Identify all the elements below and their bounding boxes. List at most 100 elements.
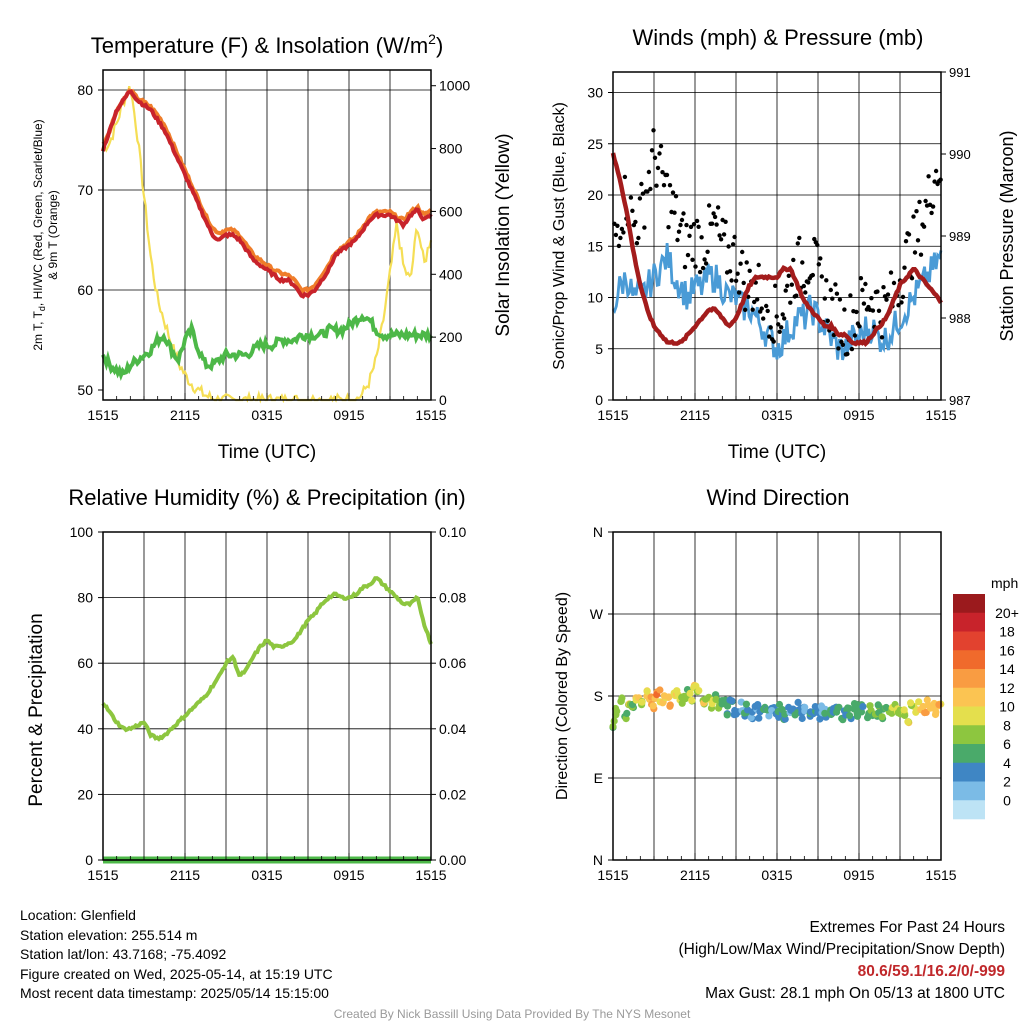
gust-point	[642, 225, 647, 230]
gust-point	[779, 325, 784, 330]
gust-point	[929, 210, 934, 216]
direction-point	[765, 712, 773, 720]
extremes-values: 80.6/59.1/16.2/0/-999	[857, 963, 1005, 980]
gust-point	[628, 195, 634, 200]
direction-xtick-label: 0915	[843, 867, 874, 883]
gust-point	[636, 235, 641, 241]
gust-point	[794, 293, 799, 298]
gust-point	[764, 303, 769, 309]
pressure-ytick-label: 987	[949, 393, 971, 408]
precip-ytick-label: 0.02	[439, 786, 466, 802]
gust-point	[833, 282, 838, 287]
gust-point	[783, 288, 788, 293]
gust-point	[902, 265, 907, 270]
humidity-xtick-label: 0915	[333, 867, 364, 883]
colorbar-label: 4	[1003, 755, 1011, 771]
gust-point	[714, 222, 719, 227]
colorbar-label: 0	[1003, 792, 1011, 808]
winds-xtick-label: 1515	[925, 407, 956, 423]
winds-xtick-label: 1515	[597, 407, 628, 423]
pressure-ytick-label: 990	[949, 147, 971, 162]
gust-point	[789, 282, 794, 287]
humidity-ytick-label: 0	[85, 852, 93, 868]
gust-point	[685, 252, 691, 258]
colorbar-swatch	[953, 650, 985, 670]
gust-point	[761, 316, 766, 321]
direction-point	[874, 701, 882, 709]
colorbar-label: 8	[1003, 717, 1011, 733]
gust-point	[732, 234, 737, 240]
gust-point	[661, 183, 667, 188]
gust-point	[723, 219, 728, 224]
gust-point	[909, 276, 915, 281]
station-location: Location: Glenfield	[20, 907, 136, 923]
gust-point	[673, 194, 679, 199]
gust-point	[733, 278, 739, 283]
insolation-ytick-label: 600	[439, 203, 463, 219]
precip-ytick-label: 0.06	[439, 655, 466, 671]
gust-point	[906, 232, 912, 237]
direction-point	[915, 698, 923, 706]
gust-point	[646, 169, 652, 175]
gust-point	[693, 264, 698, 269]
gust-point	[879, 335, 885, 340]
direction-point	[665, 693, 673, 701]
humidity-ytick-label: 80	[77, 590, 93, 606]
winds-panel: Winds (mph) & Pressure (mb) 1515 2115 0315…	[551, 25, 1017, 463]
winds-ticks: 1515 2115 0315 0915 151505101520253098798898…	[587, 65, 970, 423]
gust-point	[870, 308, 876, 313]
gust-point	[687, 233, 692, 238]
gust-point	[682, 264, 688, 270]
gust-point	[703, 261, 709, 266]
direction-point	[649, 702, 657, 710]
direction-point	[878, 713, 886, 721]
direction-point	[850, 700, 859, 708]
gust-point	[923, 198, 928, 204]
insolation-ytick-label: 400	[439, 266, 463, 282]
gust-point	[744, 260, 749, 265]
gust-point	[914, 209, 919, 214]
temperature-ylabel-line2: & 9m T (Orange)	[46, 190, 60, 280]
gust-point	[672, 210, 677, 215]
credit-line: Created By Nick Bassill Using Data Provi…	[333, 1007, 691, 1021]
gust-point	[836, 346, 841, 351]
insolation-ytick-label: 200	[439, 329, 463, 345]
gust-point	[654, 183, 659, 188]
direction-point	[666, 702, 674, 710]
gust-point	[840, 342, 846, 347]
gust-point	[721, 232, 727, 237]
gust-point	[700, 265, 706, 271]
gust-point	[658, 143, 664, 149]
pressure-ytick-label: 988	[949, 311, 971, 326]
temperature-xtick-label: 1515	[415, 407, 446, 423]
gust-point	[702, 257, 707, 262]
humidity-ytick-label: 40	[77, 721, 93, 737]
humidity-ytick-label: 60	[77, 655, 93, 671]
temperature-xtick-label: 2115	[170, 407, 200, 423]
gust-point	[921, 224, 927, 229]
gust-point	[884, 297, 889, 302]
precip-ytick-label: 0.10	[439, 524, 466, 540]
recent-timestamp: Most recent data timestamp: 2025/05/14 1…	[20, 985, 329, 1001]
direction-point	[747, 714, 755, 722]
gust-point	[676, 229, 682, 234]
wind-speed-line	[611, 243, 943, 361]
humidity-grid	[103, 532, 431, 860]
direction-point	[801, 707, 809, 715]
gust-point	[696, 224, 701, 229]
gust-point	[782, 316, 787, 321]
direction-point	[638, 698, 646, 706]
temperature-series	[101, 85, 433, 404]
gust-point	[750, 307, 755, 312]
gust-point	[717, 233, 722, 238]
gust-point	[786, 273, 791, 278]
gust-point	[655, 165, 661, 171]
gust-point	[863, 281, 868, 287]
gust-point	[756, 262, 761, 268]
gust-point	[678, 222, 683, 228]
gust-point	[657, 151, 662, 156]
gust-point	[765, 308, 770, 314]
direction-point	[821, 709, 829, 717]
